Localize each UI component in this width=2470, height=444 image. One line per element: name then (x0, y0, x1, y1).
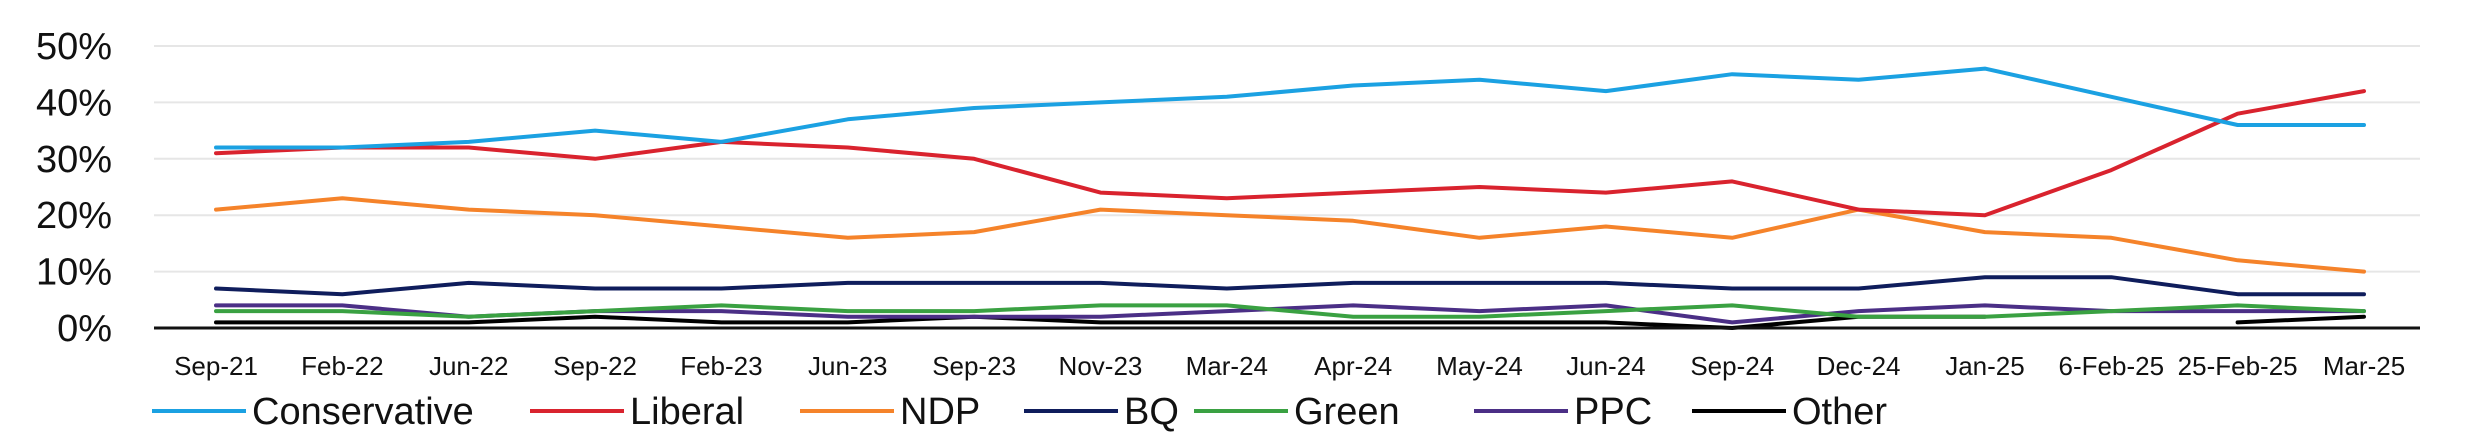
series-lines (214, 66, 2366, 330)
x-tick-label: Feb-22 (301, 351, 383, 381)
x-tick-label: Sep-22 (553, 351, 637, 381)
series-line-ndp (214, 196, 2366, 274)
series-line-other (2235, 314, 2366, 325)
x-tick-label: Dec-24 (1817, 351, 1901, 381)
legend-label-liberal: Liberal (630, 391, 744, 433)
x-tick-label: Nov-23 (1059, 351, 1143, 381)
legend: Conservative Liberal NDP BQ Green PPC Other (152, 391, 1887, 433)
series-line-bq (214, 275, 2366, 297)
y-tick-label: 20% (36, 195, 112, 237)
x-tick-label: Mar-24 (1186, 351, 1268, 381)
x-tick-label: Jun-23 (808, 351, 888, 381)
x-tick-label: Sep-21 (174, 351, 258, 381)
series-line-liberal (214, 89, 2366, 218)
legend-label-other: Other (1792, 391, 1887, 433)
series-line-green (214, 303, 2366, 319)
series-line-conservative (214, 66, 2366, 150)
x-tick-label: 6-Feb-25 (2059, 351, 2165, 381)
y-tick-label: 40% (36, 82, 112, 124)
legend-label-conservative: Conservative (252, 391, 474, 433)
y-tick-label: 50% (36, 26, 112, 68)
legend-label-ndp: NDP (900, 391, 980, 433)
x-tick-label: 25-Feb-25 (2178, 351, 2298, 381)
legend-label-ppc: PPC (1574, 391, 1652, 433)
x-tick-label: Jun-22 (429, 351, 509, 381)
x-axis-tick-labels: Sep-21 Feb-22 Jun-22 Sep-22 Feb-23 Jun-23 Sep-… (174, 351, 2405, 381)
gridlines (154, 45, 2420, 273)
y-axis-tick-labels: 0% 10% 20% 30% 40% 50% (36, 26, 112, 350)
y-tick-label: 10% (36, 252, 112, 294)
legend-label-green: Green (1294, 391, 1400, 433)
x-tick-label: Mar-25 (2323, 351, 2405, 381)
y-tick-label: 30% (36, 139, 112, 181)
x-tick-label: Jan-25 (1945, 351, 2025, 381)
y-tick-label: 0% (57, 308, 112, 350)
x-tick-label: May-24 (1436, 351, 1523, 381)
x-tick-label: Sep-24 (1690, 351, 1774, 381)
x-tick-label: Feb-23 (680, 351, 762, 381)
x-tick-label: Sep-23 (932, 351, 1016, 381)
x-tick-label: Apr-24 (1314, 351, 1392, 381)
series-line-other (214, 314, 1987, 330)
legend-label-bq: BQ (1124, 391, 1179, 433)
x-tick-label: Jun-24 (1566, 351, 1646, 381)
